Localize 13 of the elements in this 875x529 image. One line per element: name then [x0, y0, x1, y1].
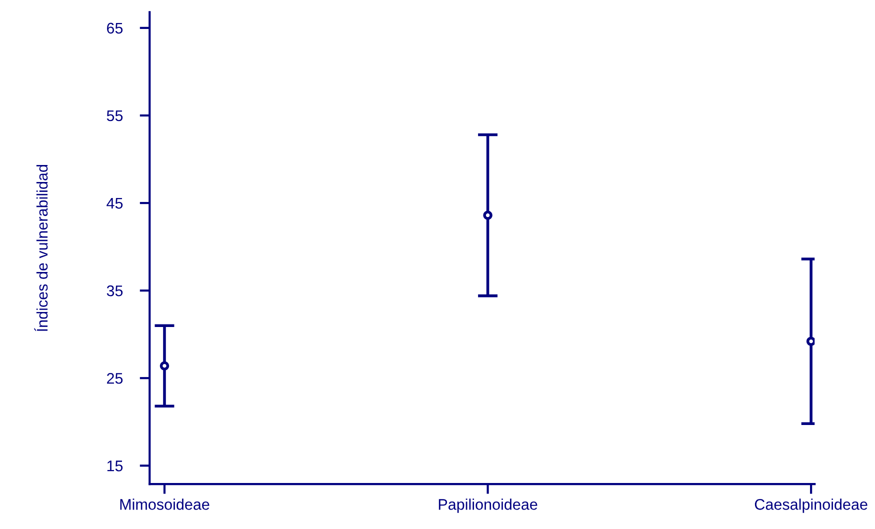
x-tick-label: Caesalpinoideae [754, 498, 868, 513]
y-axis-title: Índices de vulnerabilidad [34, 164, 48, 332]
x-tick-label: Papilionoideae [438, 498, 538, 513]
point [483, 210, 492, 220]
y-tick-label: 15 [107, 460, 123, 472]
point [806, 336, 815, 346]
point [160, 361, 170, 370]
y-tick-label: 25 [107, 372, 123, 384]
y-tick-label: 55 [106, 110, 123, 122]
y-tick-label: 35 [106, 285, 123, 296]
y-tick-label: 65 [107, 22, 123, 34]
x-tick-label: Mimosoideae [120, 498, 210, 510]
y-tick-label: 45 [106, 198, 123, 209]
